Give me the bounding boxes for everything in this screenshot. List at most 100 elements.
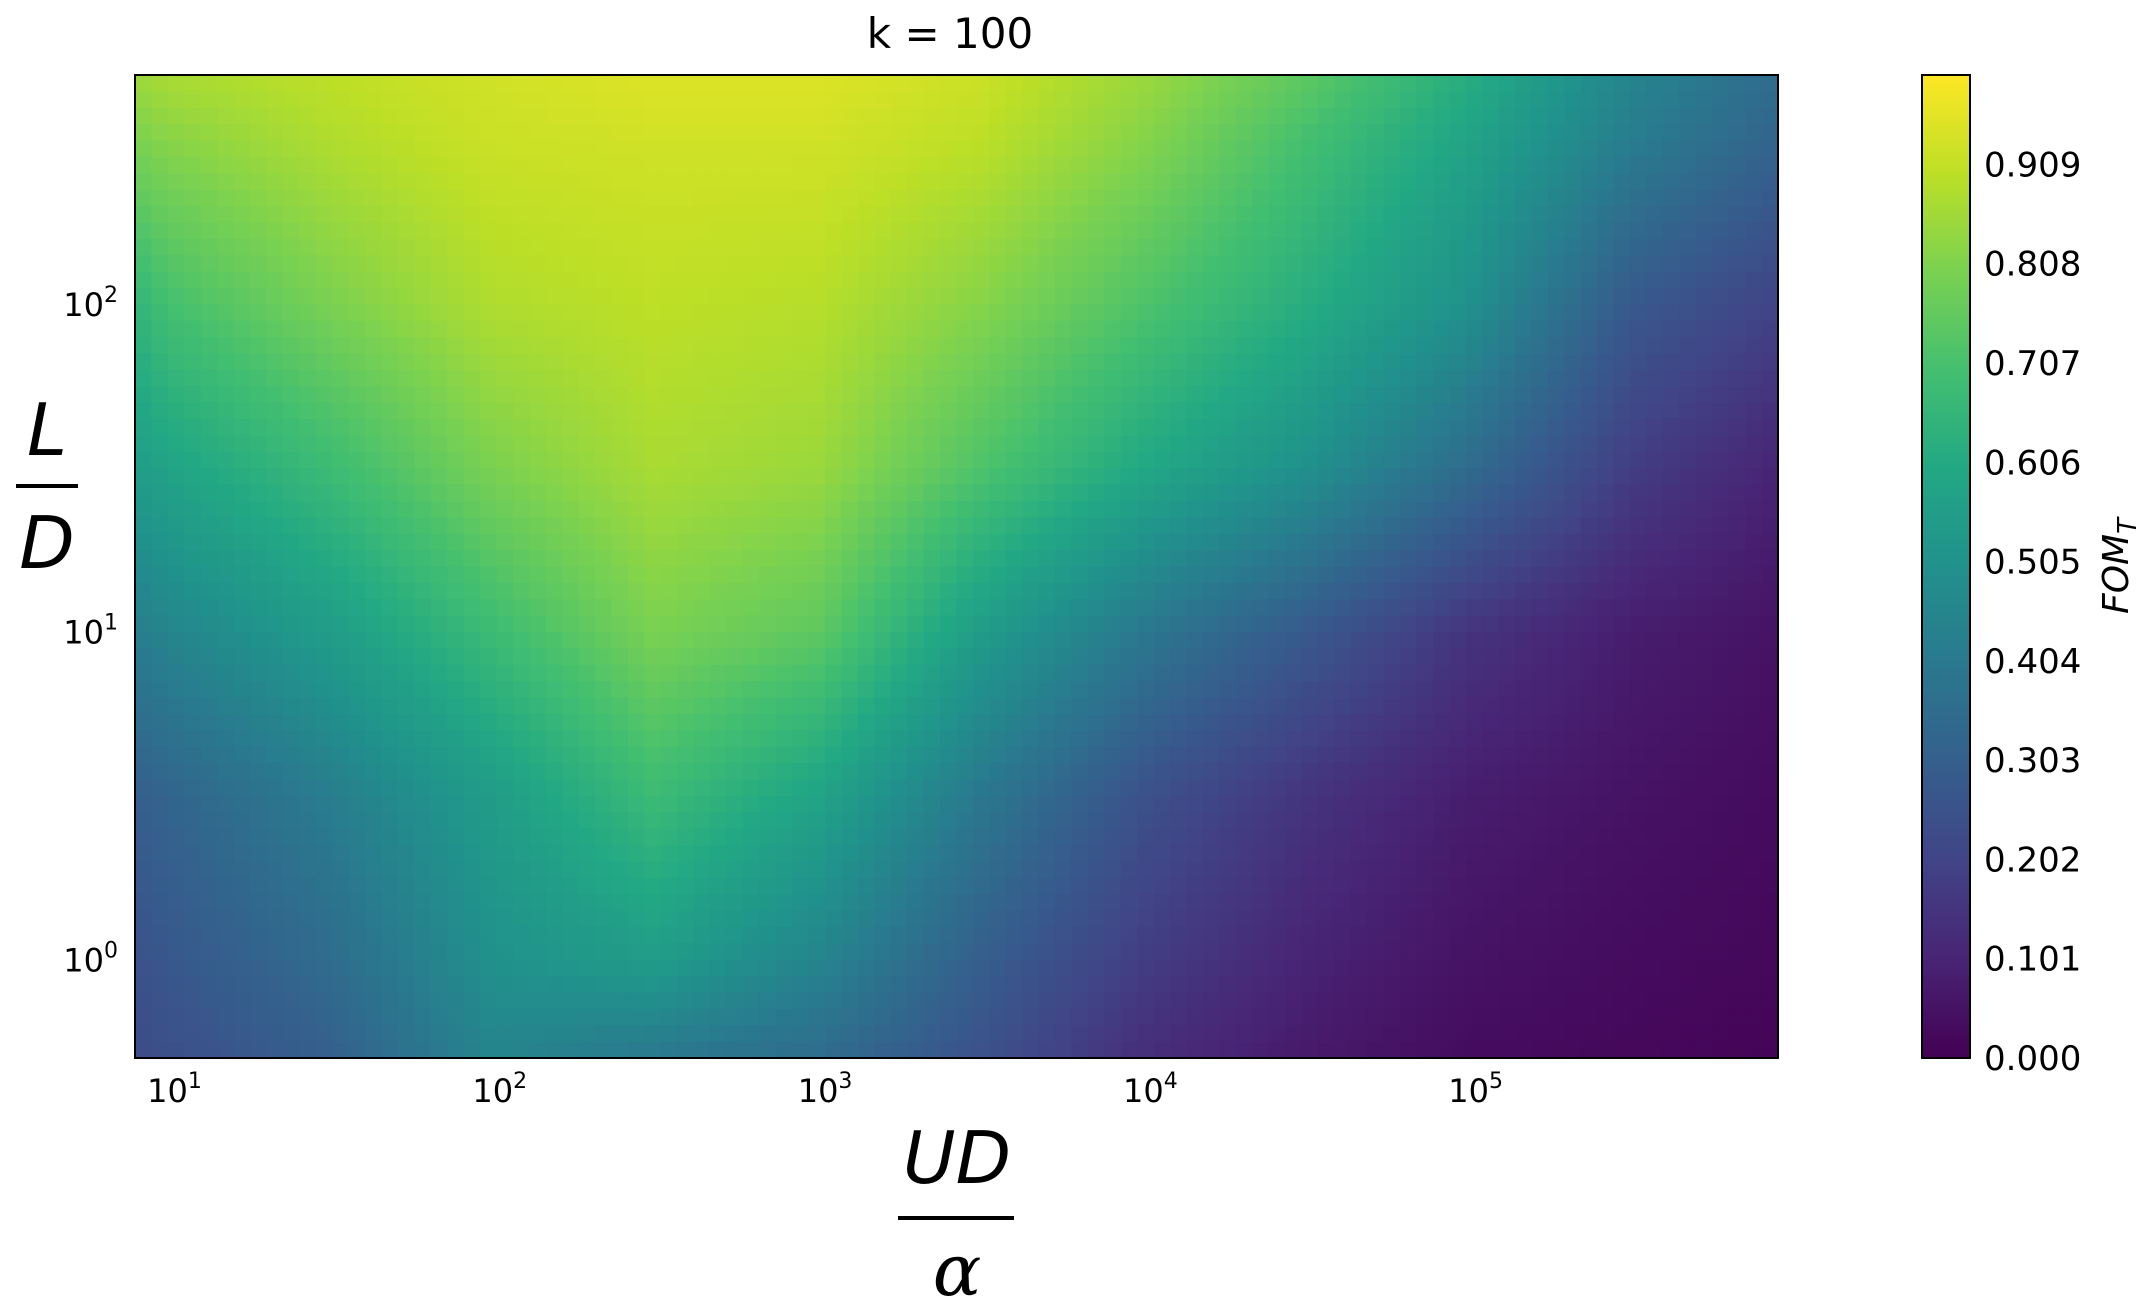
heatmap-cell	[1186, 697, 1204, 715]
heatmap-cell	[693, 812, 711, 830]
heatmap-cell	[1301, 287, 1319, 305]
heatmap-cell	[1055, 746, 1073, 764]
heatmap-cell	[940, 812, 958, 830]
heatmap-cell	[1761, 697, 1779, 715]
heatmap-cell	[710, 140, 728, 158]
heatmap-cell	[693, 566, 711, 584]
heatmap-cell	[1613, 287, 1631, 305]
heatmap-cell	[1120, 271, 1138, 289]
heatmap-cell	[1285, 615, 1303, 633]
heatmap-cell	[381, 107, 399, 125]
heatmap-cell	[1449, 632, 1467, 650]
heatmap-cell	[512, 369, 530, 387]
heatmap-cell	[414, 845, 432, 862]
heatmap-cell	[1465, 779, 1483, 797]
heatmap-cell	[1646, 238, 1664, 256]
heatmap-cell	[151, 353, 169, 371]
heatmap-cell	[1170, 271, 1188, 289]
heatmap-cell	[397, 845, 415, 862]
heatmap-cell	[726, 664, 744, 682]
heatmap-cell	[1071, 500, 1089, 518]
heatmap-cell	[1202, 255, 1220, 273]
heatmap-cell	[890, 550, 908, 568]
heatmap-cell	[841, 664, 859, 682]
heatmap-cell	[250, 795, 268, 813]
heatmap-cell	[496, 812, 514, 830]
heatmap-cell	[1695, 681, 1713, 699]
heatmap-cell	[1761, 566, 1779, 584]
heatmap-cell	[250, 730, 268, 748]
heatmap-cell	[1597, 828, 1615, 846]
heatmap-cell	[381, 517, 399, 535]
heatmap-cell	[923, 812, 941, 830]
heatmap-cell	[1400, 468, 1418, 486]
heatmap-cell	[1317, 550, 1335, 568]
heatmap-cell	[677, 468, 695, 486]
heatmap-cell	[217, 550, 235, 568]
heatmap-cell	[1745, 763, 1763, 781]
heatmap-cell	[972, 877, 990, 895]
heatmap-cell	[151, 75, 169, 92]
heatmap-cell	[480, 189, 498, 207]
heatmap-cell	[1400, 500, 1418, 518]
heatmap-cell	[1646, 746, 1664, 764]
heatmap-cell	[595, 206, 613, 224]
heatmap-cell	[1367, 533, 1385, 551]
heatmap-cell	[644, 779, 662, 797]
heatmap-cell	[381, 468, 399, 486]
heatmap-cell	[1630, 861, 1648, 879]
heatmap-cell	[1202, 730, 1220, 748]
heatmap-cell	[726, 681, 744, 699]
heatmap-cell	[1301, 451, 1319, 469]
heatmap-cell	[1383, 238, 1401, 256]
heatmap-cell	[562, 320, 580, 338]
heatmap-cell	[644, 419, 662, 437]
heatmap-cell	[660, 500, 678, 518]
heatmap-cell	[1005, 320, 1023, 338]
heatmap-cell	[1202, 353, 1220, 371]
heatmap-cell	[775, 763, 793, 781]
heatmap-cell	[1547, 517, 1566, 535]
heatmap-cell	[742, 484, 760, 502]
heatmap-cell	[1071, 189, 1089, 207]
heatmap-cell	[1432, 173, 1450, 191]
heatmap-cell	[1120, 681, 1138, 699]
heatmap-cell	[808, 353, 826, 371]
heatmap-cell	[1695, 320, 1713, 338]
heatmap-cell	[841, 730, 859, 748]
heatmap-cell	[1761, 861, 1779, 879]
heatmap-cell	[1531, 828, 1549, 846]
heatmap-cell	[167, 320, 185, 338]
heatmap-cell	[644, 287, 662, 305]
heatmap-cell	[940, 648, 958, 666]
heatmap-cell	[1104, 795, 1122, 813]
heatmap-cell	[1317, 795, 1335, 813]
heatmap-cell	[595, 615, 613, 633]
heatmap-cell	[397, 533, 415, 551]
heatmap-cell	[611, 255, 629, 273]
heatmap-cell	[1465, 369, 1483, 387]
heatmap-cell	[759, 337, 777, 355]
heatmap-cell	[167, 681, 185, 699]
heatmap-cell	[529, 402, 547, 420]
heatmap-cell	[1071, 533, 1089, 551]
heatmap-cell	[726, 238, 744, 256]
heatmap-cell	[135, 353, 153, 371]
heatmap-cell	[1745, 615, 1763, 633]
heatmap-cell	[1186, 271, 1204, 289]
heatmap-cell	[1449, 877, 1467, 895]
heatmap-cell	[1005, 435, 1023, 453]
heatmap-cell	[1564, 419, 1582, 437]
heatmap-cell	[1301, 697, 1319, 715]
heatmap-cell	[808, 287, 826, 305]
heatmap-cell	[726, 697, 744, 715]
heatmap-cell	[1531, 763, 1549, 781]
heatmap-cell	[1038, 287, 1056, 305]
heatmap-cell	[1186, 124, 1204, 142]
heatmap-cell	[1449, 124, 1467, 142]
heatmap-cell	[496, 500, 514, 518]
heatmap-cell	[315, 91, 333, 109]
heatmap-cell	[1334, 746, 1352, 764]
heatmap-cell	[710, 779, 728, 797]
heatmap-cell	[1186, 795, 1204, 813]
